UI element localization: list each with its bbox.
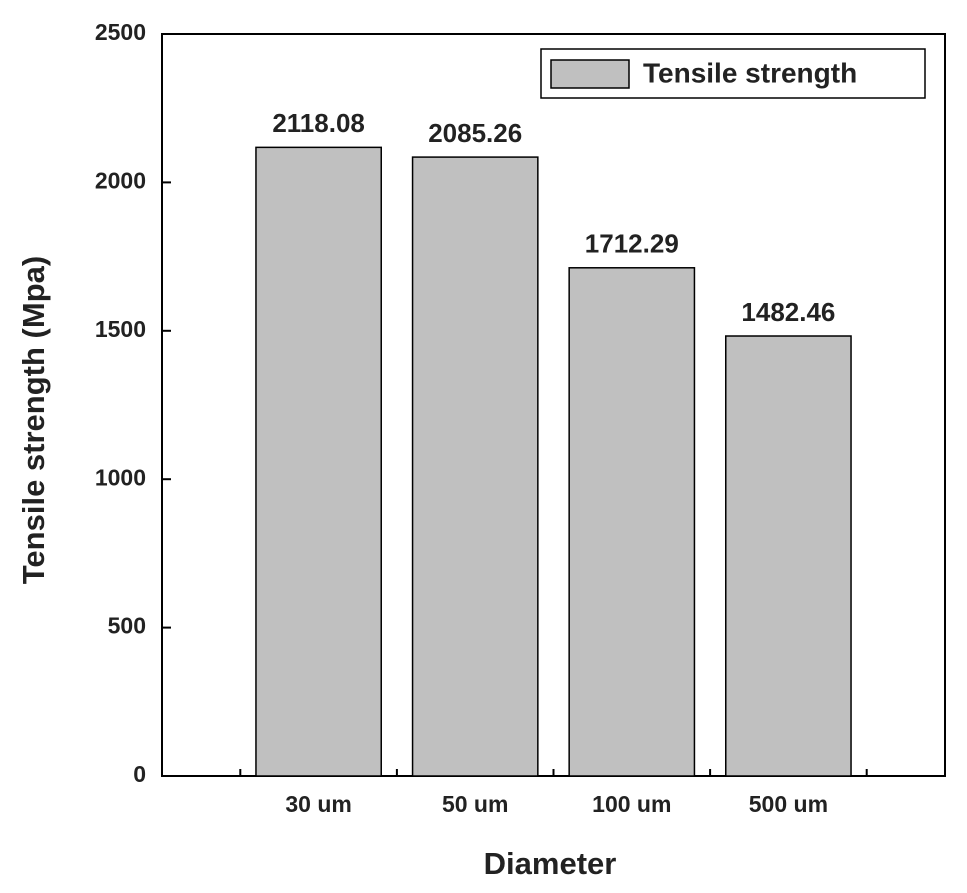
y-tick-label: 0 (133, 761, 146, 787)
x-tick-label: 30 um (285, 791, 351, 817)
value-label: 1482.46 (741, 297, 835, 327)
value-label: 1712.29 (585, 229, 679, 259)
bar (725, 335, 852, 777)
y-axis-title: Tensile strength (Mpa) (16, 256, 51, 584)
bar (411, 156, 539, 777)
y-tick-label: 2500 (95, 19, 146, 45)
legend-label: Tensile strength (643, 57, 857, 88)
y-tick-label: 2000 (95, 167, 146, 193)
x-tick-label: 100 um (592, 791, 671, 817)
x-tick-label: 50 um (442, 791, 508, 817)
bar (255, 146, 382, 777)
bar (568, 267, 696, 777)
y-tick-label: 500 (108, 613, 146, 639)
value-label: 2085.26 (428, 118, 522, 148)
y-tick-label: 1500 (95, 316, 146, 342)
x-tick-label: 500 um (749, 791, 828, 817)
legend-swatch (550, 59, 630, 89)
value-label: 2118.08 (272, 108, 365, 138)
y-tick-label: 1000 (95, 464, 146, 490)
x-axis-title: Diameter (484, 846, 617, 881)
